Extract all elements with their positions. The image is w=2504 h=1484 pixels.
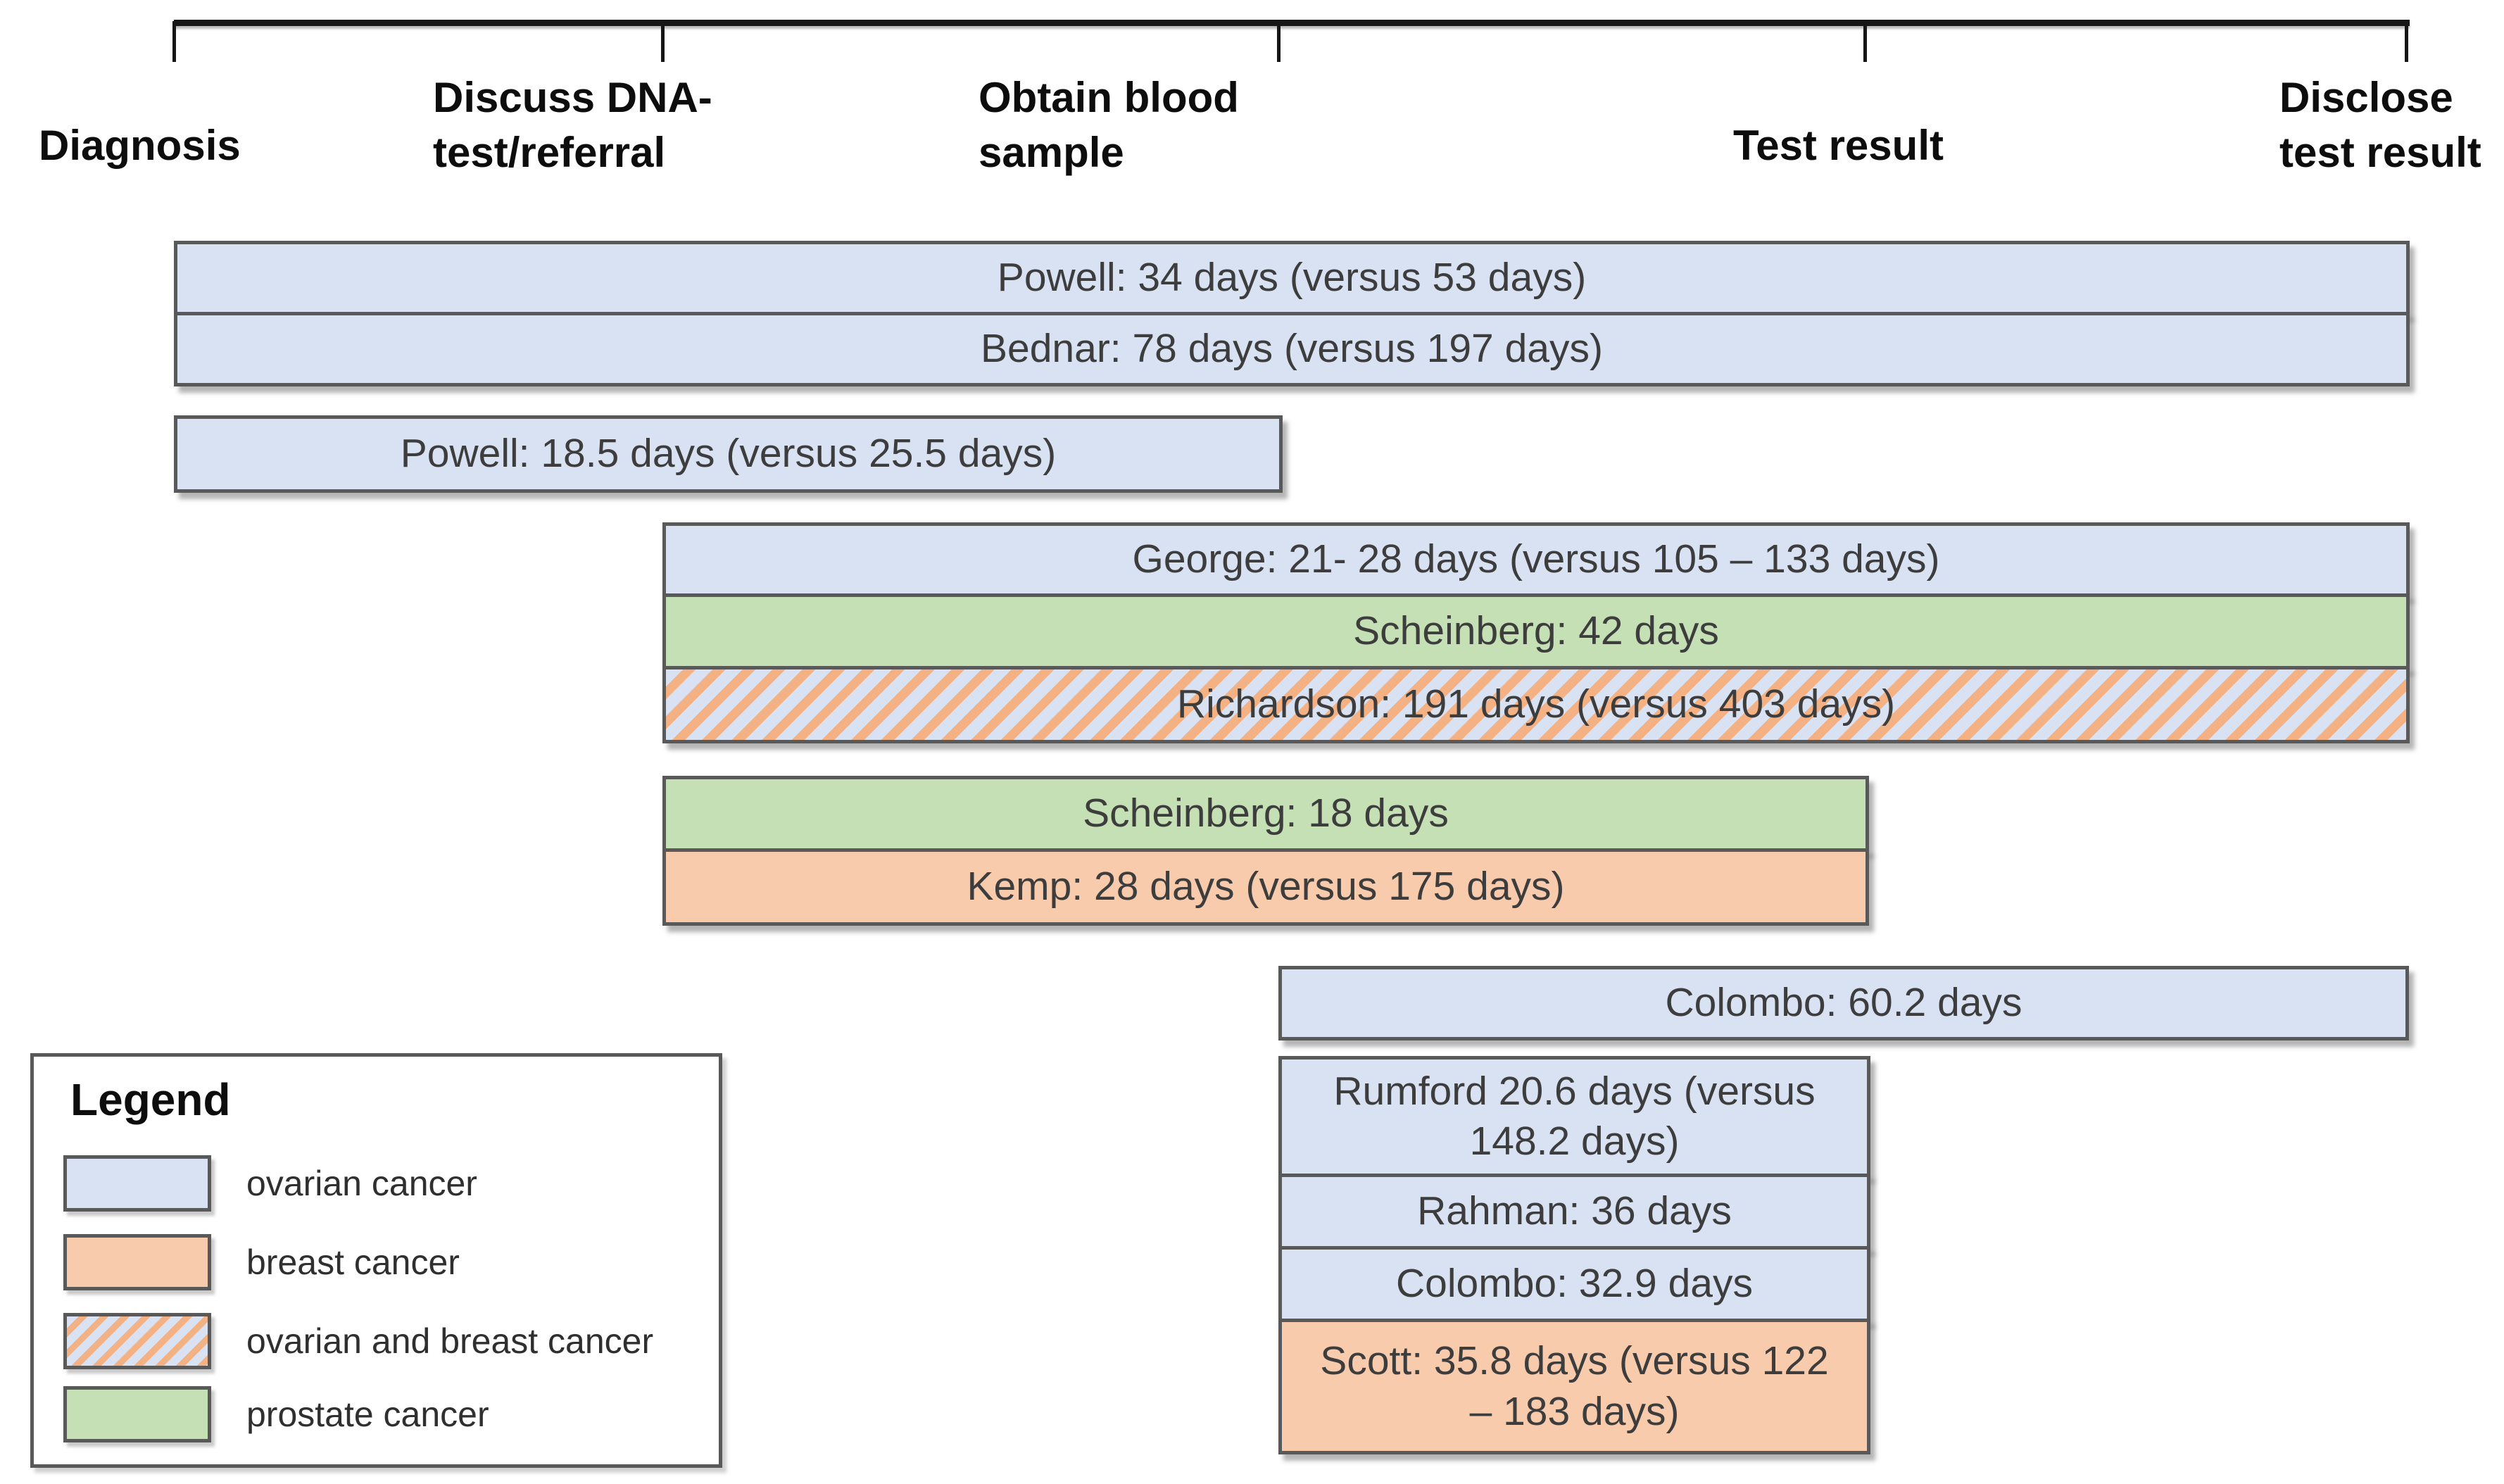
- legend-item-ovarian-and-breast-cancer: ovarian and breast cancer: [63, 1313, 653, 1369]
- bar-scheinberg-18-days: Scheinberg: 18 days: [662, 776, 1869, 852]
- stage-label-discuss-dna-test: Discuss DNA- test/referral: [433, 74, 712, 176]
- bar-scheinberg-42-days: Scheinberg: 42 days: [662, 593, 2410, 669]
- bar-rahman-36-days: Rahman: 36 days: [1278, 1174, 1870, 1250]
- axis-tick-obtain-blood-sample: [1277, 21, 1281, 62]
- legend: Legend ovarian cancer breast cancer ovar…: [30, 1053, 722, 1468]
- axis-tick-discuss-dna-test: [661, 21, 665, 62]
- legend-label-prostate-cancer: prostate cancer: [246, 1395, 489, 1434]
- axis-tick-disclose-test-result: [2405, 21, 2408, 62]
- legend-item-ovarian-cancer: ovarian cancer: [63, 1155, 477, 1212]
- bar-colombo-32-9-days: Colombo: 32.9 days: [1278, 1246, 1870, 1322]
- stage-label-obtain-blood-sample: Obtain blood sample: [979, 74, 1239, 176]
- axis-tick-test-result: [1863, 21, 1867, 62]
- legend-label-ovarian-and-breast-cancer: ovarian and breast cancer: [246, 1321, 654, 1361]
- bar-colombo-60-2-days: Colombo: 60.2 days: [1278, 966, 2409, 1040]
- bar-rumford-20-6-days: Rumford 20.6 days (versus 148.2 days): [1278, 1056, 1870, 1177]
- timeline-axis: [174, 20, 2410, 26]
- legend-label-ovarian-cancer: ovarian cancer: [246, 1164, 477, 1203]
- legend-swatch-ovarian-cancer: [63, 1155, 211, 1212]
- bar-richardson-191-days: Richardson: 191 days (versus 403 days): [662, 666, 2410, 743]
- bar-powell-34-days: Powell: 34 days (versus 53 days): [174, 241, 2410, 315]
- bar-george-21-28-days: George: 21- 28 days (versus 105 – 133 da…: [662, 522, 2410, 597]
- legend-swatch-ovarian-and-breast-cancer: [63, 1313, 211, 1369]
- legend-label-breast-cancer: breast cancer: [246, 1243, 460, 1282]
- bar-bednar-78-days: Bednar: 78 days (versus 197 days): [174, 312, 2410, 386]
- bar-kemp-28-days: Kemp: 28 days (versus 175 days): [662, 848, 1869, 926]
- legend-title: Legend: [70, 1074, 231, 1125]
- stage-label-diagnosis: Diagnosis: [39, 122, 241, 169]
- axis-tick-diagnosis: [172, 21, 176, 62]
- stage-label-disclose-test-result: Disclose test result: [2279, 74, 2481, 176]
- bar-powell-18-5-days: Powell: 18.5 days (versus 25.5 days): [174, 415, 1283, 493]
- legend-item-prostate-cancer: prostate cancer: [63, 1386, 489, 1442]
- legend-swatch-breast-cancer: [63, 1234, 211, 1290]
- legend-item-breast-cancer: breast cancer: [63, 1234, 460, 1290]
- bar-scott-35-8-days: Scott: 35.8 days (versus 122 – 183 days): [1278, 1319, 1870, 1454]
- stage-label-test-result: Test result: [1733, 122, 1944, 169]
- legend-swatch-prostate-cancer: [63, 1386, 211, 1442]
